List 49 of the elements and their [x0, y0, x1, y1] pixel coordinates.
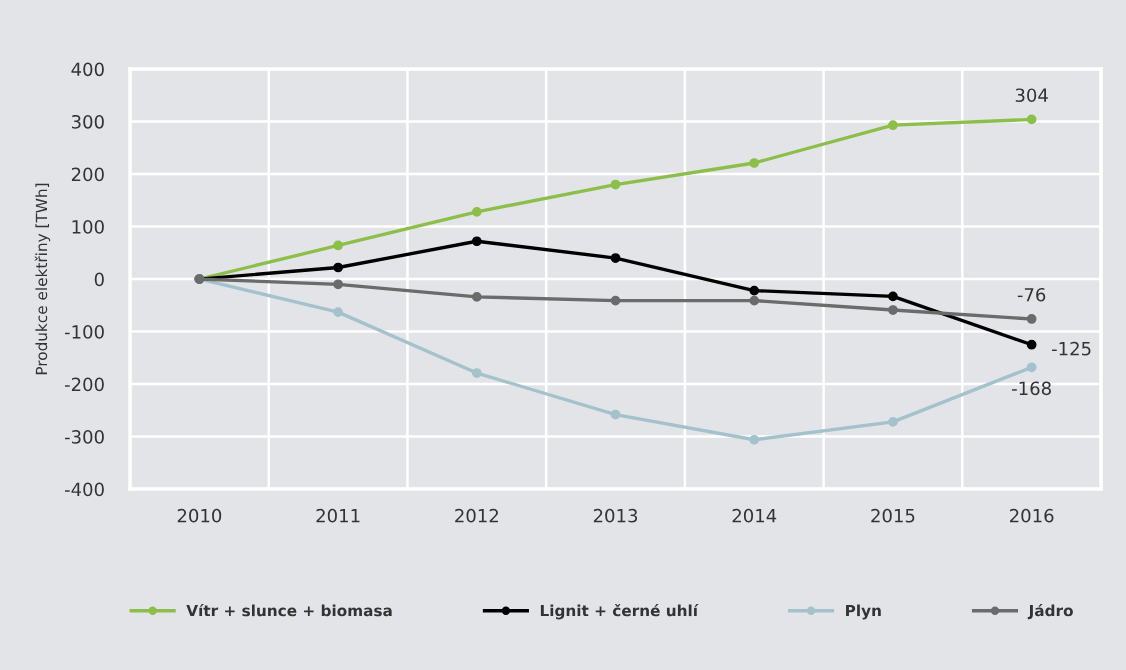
y-tick-label: -100: [64, 325, 104, 339]
point: [610, 179, 621, 190]
y-axis-title: Produkce elektřiny [TWh]: [34, 183, 51, 375]
data-label: 304: [1015, 88, 1048, 103]
y-tick-label: 400: [71, 62, 104, 77]
legend-label: Jádro: [1027, 603, 1073, 620]
point: [471, 206, 482, 217]
point: [888, 291, 898, 302]
y-tick-label: 300: [71, 114, 104, 129]
point: [888, 305, 898, 315]
point: [471, 292, 482, 302]
x-tick-label: 2016: [1010, 508, 1054, 523]
x-tick-label: 2014: [732, 508, 777, 523]
data-label: -168: [1012, 381, 1051, 396]
point: [333, 240, 343, 251]
point: [1026, 114, 1037, 125]
point: [888, 120, 898, 131]
point: [333, 262, 343, 273]
data-label: -76: [1017, 287, 1046, 302]
y-tick-label: -400: [64, 482, 104, 497]
point: [749, 295, 760, 306]
legend-label: Lignit + černé uhlí: [540, 603, 699, 620]
legend-label: Vítr + slunce + biomasa: [186, 603, 392, 617]
y-tick-label: -300: [64, 430, 104, 444]
point: [471, 368, 482, 378]
data-label: -125: [1051, 341, 1091, 356]
legend-label: Plyn: [846, 604, 881, 620]
point: [749, 285, 760, 296]
point: [1026, 314, 1037, 324]
point: [1026, 339, 1037, 350]
point: [749, 434, 760, 445]
y-tick-label: 0: [94, 272, 104, 287]
x-tick-label: 2011: [316, 508, 360, 523]
point: [610, 409, 621, 420]
point: [333, 307, 343, 317]
y-tick-label: 200: [71, 167, 104, 182]
y-tick-label: 100: [72, 220, 104, 234]
x-tick-label: 2010: [177, 508, 222, 523]
point: [610, 295, 621, 306]
point: [888, 417, 898, 427]
x-tick-label: 2012: [455, 508, 498, 523]
point: [610, 253, 621, 263]
point: [333, 279, 343, 290]
y-tick-label: -200: [64, 377, 104, 392]
x-tick-label: 2015: [871, 508, 915, 523]
point: [1026, 362, 1037, 373]
point: [471, 236, 482, 247]
point: [749, 158, 760, 168]
x-tick-label: 2013: [593, 508, 638, 523]
